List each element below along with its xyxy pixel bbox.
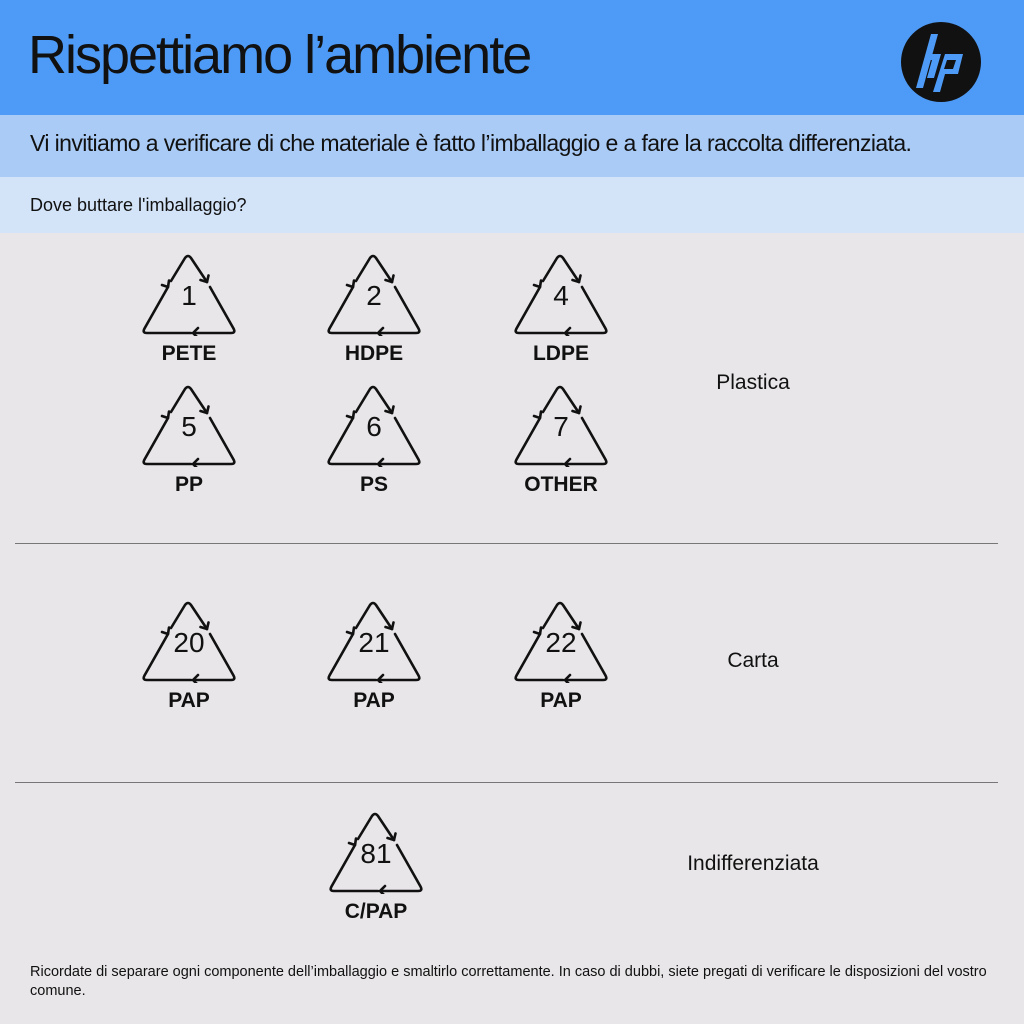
resin-code: 7	[553, 411, 569, 442]
material-label: HDPE	[344, 342, 404, 365]
resin-code: 2	[366, 280, 382, 311]
material-label: PAP	[353, 689, 395, 712]
recycling-triangle-icon	[514, 254, 608, 336]
recycling-triangle-icon	[329, 812, 423, 894]
resin-code: 21	[358, 627, 390, 658]
question-bar	[0, 177, 1024, 233]
category-plastica: Plastica	[716, 371, 790, 394]
recycling-triangle-icon	[327, 254, 421, 336]
divider	[15, 543, 998, 544]
material-label: LDPE	[532, 342, 589, 365]
recycling-triangle-icon	[514, 601, 608, 683]
recycling-symbol-pap-21: 21 PAP	[314, 601, 434, 721]
subtitle-bar	[0, 115, 1024, 177]
recycling-symbol-hdpe-2: 2 HDPE	[314, 254, 434, 374]
recycling-triangle-icon	[142, 254, 236, 336]
page-title: Rispettiamo l’ambiente	[28, 25, 532, 85]
material-label: PAP	[168, 689, 210, 712]
material-label: PP	[174, 473, 203, 496]
recycling-triangle-icon	[514, 385, 608, 467]
category-carta: Carta	[727, 649, 779, 672]
recycling-symbol-ldpe-4: 4 LDPE	[501, 254, 621, 374]
resin-code: 6	[366, 411, 382, 442]
material-label: PS	[359, 473, 388, 496]
question: Dove buttare l'imballaggio?	[30, 195, 247, 215]
recycling-triangle-icon	[327, 385, 421, 467]
material-label: OTHER	[524, 473, 598, 496]
recycling-triangle-icon	[142, 601, 236, 683]
resin-code: 20	[173, 627, 205, 658]
recycling-symbol-ps-6: 6 PS	[314, 385, 434, 505]
resin-code: 5	[181, 411, 197, 442]
footer-note: Ricordate di separare ogni componente de…	[30, 964, 987, 999]
divider	[15, 782, 998, 783]
recycling-symbol-pp-5: 5 PP	[129, 385, 249, 505]
resin-code: 81	[360, 838, 392, 869]
recycling-symbol-pete-1: 1 PETE	[129, 254, 249, 374]
recycling-triangle-icon	[142, 385, 236, 467]
category-indifferenziata: Indifferenziata	[687, 852, 819, 875]
recycling-triangle-icon	[327, 601, 421, 683]
header-bar	[0, 0, 1024, 115]
subtitle: Vi invitiamo a verificare di che materia…	[30, 130, 912, 156]
material-label: C/PAP	[344, 900, 408, 923]
recycling-symbol-c-pap-81: 81 C/PAP	[316, 812, 436, 932]
recycling-symbol-pap-20: 20 PAP	[129, 601, 249, 721]
resin-code: 22	[545, 627, 577, 658]
resin-code: 1	[181, 280, 197, 311]
resin-code: 4	[553, 280, 569, 311]
recycling-symbol-other-7: 7 OTHER	[501, 385, 621, 505]
material-label: PAP	[540, 689, 582, 712]
hp-logo-icon	[901, 22, 981, 102]
recycling-symbol-pap-22: 22 PAP	[501, 601, 621, 721]
material-label: PETE	[161, 342, 217, 365]
